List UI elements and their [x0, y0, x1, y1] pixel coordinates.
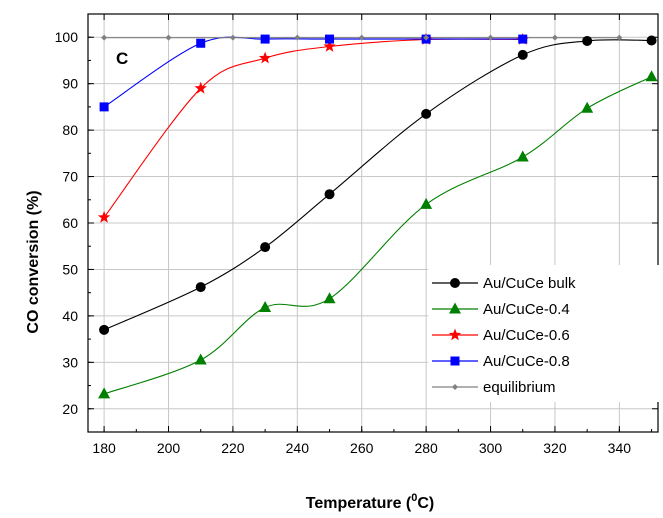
data-point-au-cuce-0-4 — [323, 292, 336, 304]
legend-swatch-marker — [448, 328, 462, 341]
data-point-au-cuce-0-8 — [518, 34, 528, 44]
x-axis-title: Temperature (0C) — [306, 492, 435, 512]
legend-swatch-marker — [450, 278, 460, 288]
data-point-au-cuce-0-6 — [323, 40, 336, 52]
series-markers — [97, 33, 658, 399]
data-point-au-cuce-0-4 — [98, 387, 111, 399]
legend-item-au-cuce-bulk: Au/CuCe bulk — [432, 275, 576, 292]
data-point-au-cuce-bulk — [195, 282, 206, 293]
panel-label: C — [116, 49, 128, 68]
x-tick-label: 200 — [157, 440, 181, 456]
y-tick-label: 100 — [55, 29, 79, 45]
data-point-au-cuce-bulk — [421, 108, 432, 119]
y-tick-label: 90 — [62, 76, 78, 92]
x-tick-label: 180 — [92, 440, 116, 456]
data-point-au-cuce-0-8 — [260, 34, 270, 44]
legend-label: Au/CuCe bulk — [483, 275, 576, 292]
axis-ticks — [88, 13, 658, 433]
y-tick-label: 70 — [62, 169, 78, 185]
data-point-au-cuce-bulk — [517, 49, 528, 60]
y-tick-label: 30 — [62, 354, 78, 370]
x-tick-label: 300 — [479, 440, 503, 456]
series-line-au-cuce-0-6 — [103, 38, 523, 218]
legend-label: equilibrium — [483, 379, 556, 396]
data-point-equilibrium — [165, 34, 172, 41]
data-point-au-cuce-0-8 — [196, 38, 206, 48]
data-point-au-cuce-0-4 — [259, 301, 272, 313]
x-axis-title-suffix: C) — [417, 495, 434, 512]
data-point-equilibrium — [616, 34, 623, 41]
data-point-au-cuce-bulk — [582, 35, 593, 46]
data-point-au-cuce-0-8 — [99, 102, 109, 112]
legend-item-au-cuce-0-4: Au/CuCe-0.4 — [432, 301, 570, 318]
data-point-au-cuce-0-4 — [581, 101, 594, 113]
legend-label: Au/CuCe-0.8 — [483, 353, 570, 370]
data-point-au-cuce-bulk — [324, 189, 335, 200]
x-tick-label: 280 — [414, 440, 438, 456]
legend-item-equilibrium: equilibrium — [432, 379, 556, 396]
y-tick-label: 80 — [62, 122, 78, 138]
y-tick-label: 50 — [62, 261, 78, 277]
x-tick-label: 320 — [543, 440, 567, 456]
data-point-au-cuce-0-6 — [97, 210, 111, 223]
x-tick-label: 340 — [608, 440, 632, 456]
data-point-equilibrium — [551, 34, 558, 41]
legend-box — [428, 265, 663, 402]
data-point-au-cuce-bulk — [646, 35, 657, 46]
data-point-au-cuce-0-4 — [645, 70, 658, 82]
data-point-au-cuce-0-4 — [194, 353, 207, 365]
data-point-au-cuce-bulk — [99, 324, 110, 335]
data-point-equilibrium — [487, 34, 494, 41]
legend-label: Au/CuCe-0.4 — [483, 301, 570, 318]
data-point-au-cuce-bulk — [260, 242, 271, 253]
y-axis-title: CO conversion (%) — [25, 190, 42, 333]
y-tick-label: 20 — [62, 401, 78, 417]
data-point-equilibrium — [229, 34, 236, 41]
data-point-au-cuce-0-6 — [194, 81, 207, 94]
y-tick-label: 40 — [62, 308, 78, 324]
x-tick-label: 240 — [286, 440, 310, 456]
tick-labels: 180 200 220 240 260 280 300 320 340 20 30 40 50 60 70 8… — [55, 29, 632, 456]
x-tick-label: 260 — [350, 440, 374, 456]
legend-items: Au/CuCe bulk Au/CuCe-0.4 Au/CuCe-0.6 Au/CuC… — [432, 275, 576, 396]
x-axis-title-superscript: 0 — [411, 492, 417, 504]
series-line-au-cuce-0-8 — [103, 36, 523, 108]
data-point-equilibrium — [423, 34, 430, 41]
legend-swatch-marker — [449, 302, 461, 314]
data-point-au-cuce-0-8 — [325, 34, 335, 44]
data-point-au-cuce-0-4 — [420, 197, 433, 209]
data-point-au-cuce-0-4 — [516, 150, 529, 162]
data-point-equilibrium — [294, 34, 301, 41]
x-axis-title-prefix: Temperature ( — [306, 495, 412, 512]
x-tick-label: 220 — [221, 440, 245, 456]
data-point-au-cuce-0-6 — [258, 51, 272, 64]
legend-item-au-cuce-0-6: Au/CuCe-0.6 — [432, 327, 570, 344]
legend-swatch-marker — [450, 356, 460, 366]
legend-label: Au/CuCe-0.6 — [483, 327, 570, 344]
legend-item-au-cuce-0-8: Au/CuCe-0.8 — [432, 353, 570, 370]
legend-swatch-marker — [452, 384, 458, 390]
data-point-equilibrium — [358, 34, 365, 41]
data-point-equilibrium — [101, 34, 108, 41]
y-tick-label: 60 — [62, 215, 78, 231]
legend: Au/CuCe bulk Au/CuCe-0.4 Au/CuCe-0.6 Au/CuC… — [428, 265, 663, 402]
